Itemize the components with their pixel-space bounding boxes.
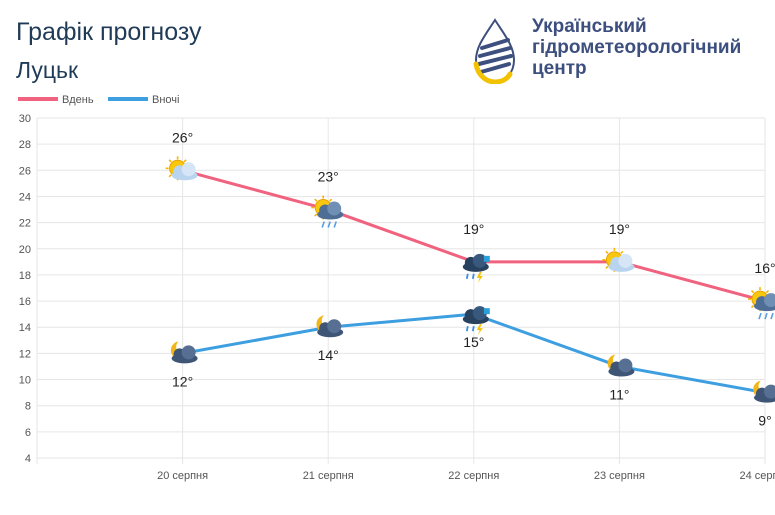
moon-cloud-icon	[316, 315, 344, 338]
legend-item-night[interactable]: Вночі	[108, 94, 179, 106]
legend-item-day[interactable]: Вдень	[18, 94, 94, 106]
x-tick-label: 21 серпня	[303, 470, 354, 482]
sun-rain-cloud-icon	[748, 287, 775, 320]
y-tick-label: 14	[19, 322, 31, 334]
organization-brand: Український гідрометеорологічний центр	[470, 16, 770, 86]
legend-label-day: Вдень	[62, 94, 94, 106]
y-tick-label: 24	[19, 191, 31, 203]
y-tick-label: 22	[19, 218, 31, 230]
legend-swatch-day	[18, 97, 58, 102]
y-tick-label: 20	[19, 244, 31, 256]
chart-title: Графік прогнозу	[16, 18, 202, 46]
y-tick-label: 28	[19, 139, 31, 151]
y-tick-label: 30	[19, 113, 31, 125]
y-tick-label: 16	[19, 296, 31, 308]
data-label-day: 19°	[463, 221, 484, 237]
y-tick-label: 8	[25, 401, 31, 413]
city-name: Луцьк	[16, 57, 79, 83]
moon-cloud-icon	[607, 354, 635, 377]
drop-wave-logo-icon	[473, 18, 516, 84]
data-label-night: 14°	[318, 347, 339, 363]
data-label-night: 9°	[758, 413, 771, 429]
legend-label-night: Вночі	[152, 94, 180, 106]
x-tick-label: 23 серпня	[594, 470, 645, 482]
data-label-night: 12°	[172, 373, 193, 389]
data-label-night: 11°	[609, 386, 629, 402]
y-tick-label: 18	[19, 270, 31, 282]
y-tick-label: 4	[25, 453, 31, 465]
org-name-line-3: центр	[532, 58, 587, 79]
x-tick-label: 24 серпня	[739, 470, 775, 482]
legend-swatch-night	[108, 97, 148, 102]
y-tick-label: 10	[19, 375, 31, 387]
moon-cloud-icon	[170, 341, 198, 364]
moon-cloud-icon	[753, 380, 775, 403]
sun-cloud-icon	[602, 247, 635, 272]
sun-rain-cloud-icon	[311, 195, 344, 228]
thunderstorm-icon	[462, 253, 490, 283]
org-name-line-2: гідрометеорологічний	[532, 37, 742, 58]
y-tick-label: 26	[19, 165, 31, 177]
data-label-night: 15°	[463, 334, 484, 350]
data-label-day: 19°	[609, 221, 630, 237]
x-tick-label: 20 серпня	[157, 470, 208, 482]
data-label-day: 16°	[754, 260, 775, 276]
organization-name: Український гідрометеорологічний центр	[532, 16, 741, 79]
data-label-day: 23°	[318, 169, 339, 185]
thunderstorm-icon	[462, 306, 490, 336]
y-tick-label: 6	[25, 427, 31, 439]
y-tick-label: 12	[19, 348, 31, 360]
sun-cloud-icon	[165, 156, 198, 181]
org-name-line-1: Український	[532, 16, 647, 37]
data-label-day: 26°	[172, 129, 193, 145]
x-tick-label: 22 серпня	[448, 470, 499, 482]
